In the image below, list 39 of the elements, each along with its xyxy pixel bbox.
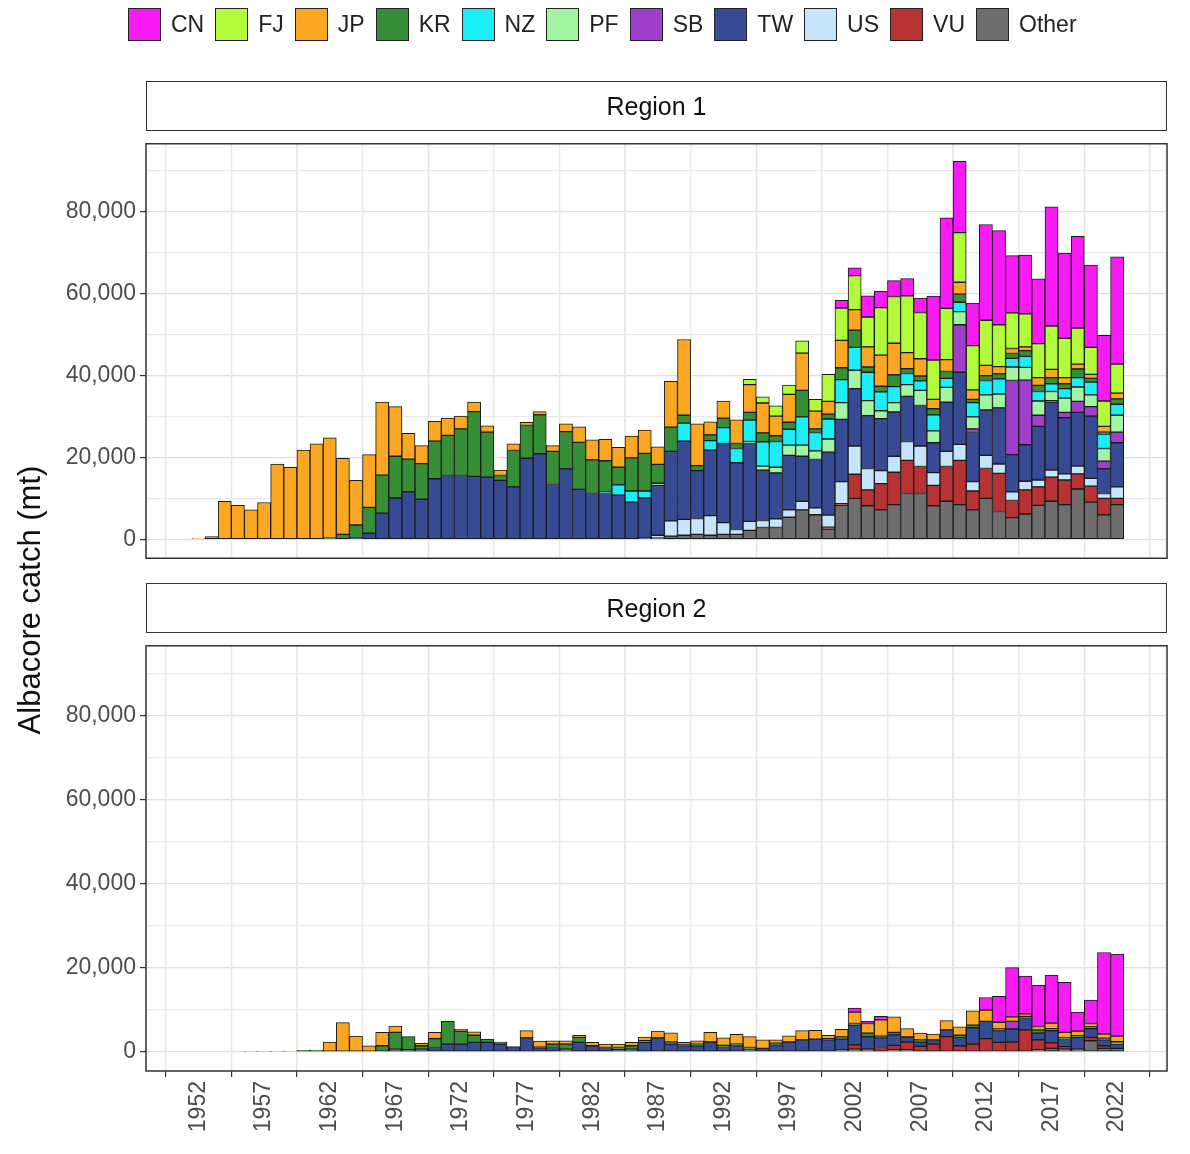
x-tick-label: 2017 bbox=[1036, 1081, 1063, 1133]
legend-label: US bbox=[847, 11, 880, 38]
legend-label: SB bbox=[672, 11, 704, 38]
y-tick-label: 80,000 bbox=[65, 197, 136, 224]
x-tick-label: 2022 bbox=[1102, 1081, 1129, 1133]
x-tick-label: 1987 bbox=[643, 1081, 670, 1133]
x-tick-label: 2007 bbox=[905, 1081, 932, 1133]
legend-label: FJ bbox=[258, 11, 284, 38]
legend-label: TW bbox=[757, 11, 794, 38]
x-tick-label: 1957 bbox=[249, 1081, 276, 1133]
legend-label: NZ bbox=[504, 11, 536, 38]
x-tick-label: 1977 bbox=[511, 1081, 538, 1133]
y-axis-title: Albacore catch (mt) bbox=[12, 465, 48, 735]
legend-label: VU bbox=[933, 11, 966, 38]
legend-label: Other bbox=[1019, 11, 1077, 38]
y-tick-label: 20,000 bbox=[65, 952, 136, 979]
x-tick-label: 1952 bbox=[183, 1081, 210, 1133]
x-tick-label: 1967 bbox=[380, 1081, 407, 1133]
chart-title: Region 2 bbox=[146, 583, 1167, 633]
y-tick-label: 40,000 bbox=[65, 360, 136, 387]
x-tick-label: 1972 bbox=[446, 1081, 473, 1133]
y-tick-label: 80,000 bbox=[65, 700, 136, 727]
y-tick-label: 0 bbox=[123, 1037, 136, 1064]
legend-label: KR bbox=[418, 11, 451, 38]
y-tick-label: 60,000 bbox=[65, 279, 136, 306]
chart-title: Region 1 bbox=[146, 81, 1167, 131]
legend-label: CN bbox=[171, 11, 205, 38]
x-tick-label: 1962 bbox=[315, 1081, 342, 1133]
legend-label: JP bbox=[337, 11, 365, 38]
x-tick-label: 1997 bbox=[774, 1081, 801, 1133]
y-tick-label: 0 bbox=[123, 524, 136, 551]
x-tick-label: 1992 bbox=[708, 1081, 735, 1133]
y-tick-label: 20,000 bbox=[65, 442, 136, 469]
legend-label: PF bbox=[589, 11, 619, 38]
x-tick-label: 1982 bbox=[577, 1081, 604, 1133]
x-tick-label: 2002 bbox=[840, 1081, 867, 1133]
y-tick-label: 40,000 bbox=[65, 868, 136, 895]
x-tick-label: 2012 bbox=[971, 1081, 998, 1133]
y-tick-label: 60,000 bbox=[65, 784, 136, 811]
